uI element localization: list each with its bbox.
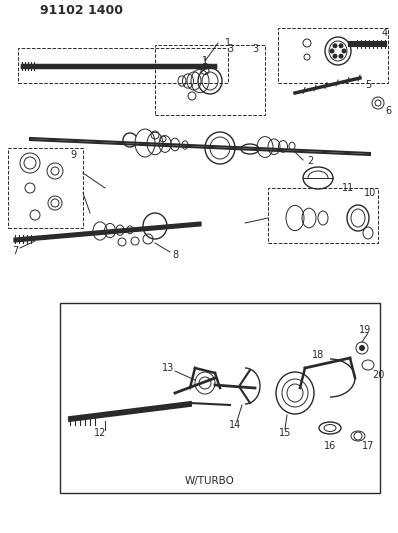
Text: 10: 10: [364, 188, 376, 198]
Text: 7: 7: [12, 246, 18, 256]
Text: 12: 12: [94, 428, 106, 438]
Text: 11: 11: [342, 183, 354, 193]
Circle shape: [339, 43, 343, 49]
Circle shape: [332, 43, 338, 49]
Circle shape: [359, 345, 365, 351]
Text: 6: 6: [385, 106, 391, 116]
Text: 3: 3: [252, 44, 258, 54]
Bar: [278, 28, 388, 83]
Circle shape: [339, 54, 343, 59]
Text: 3: 3: [227, 44, 233, 54]
Text: 16: 16: [324, 441, 336, 451]
Text: 9: 9: [70, 150, 76, 160]
Circle shape: [330, 49, 334, 53]
Text: 18: 18: [312, 350, 324, 360]
Bar: [155, 45, 265, 115]
Text: 20: 20: [372, 370, 384, 380]
Text: 19: 19: [359, 325, 371, 335]
Text: 17: 17: [362, 441, 374, 451]
Text: 13: 13: [162, 363, 174, 373]
Circle shape: [332, 54, 338, 59]
Bar: [268, 188, 378, 243]
Text: 8: 8: [172, 250, 178, 260]
Text: W/TURBO: W/TURBO: [185, 476, 235, 486]
Text: 15: 15: [279, 428, 291, 438]
Text: 2: 2: [307, 156, 313, 166]
Text: 5: 5: [365, 80, 371, 90]
Bar: [8, 148, 83, 228]
Text: 14: 14: [229, 420, 241, 430]
Text: 1: 1: [225, 38, 231, 48]
Bar: [18, 48, 228, 83]
Text: 4: 4: [382, 28, 388, 38]
Circle shape: [341, 49, 347, 53]
Bar: [60, 303, 380, 493]
Text: 1: 1: [202, 56, 208, 66]
Text: 91102 1400: 91102 1400: [40, 4, 123, 18]
